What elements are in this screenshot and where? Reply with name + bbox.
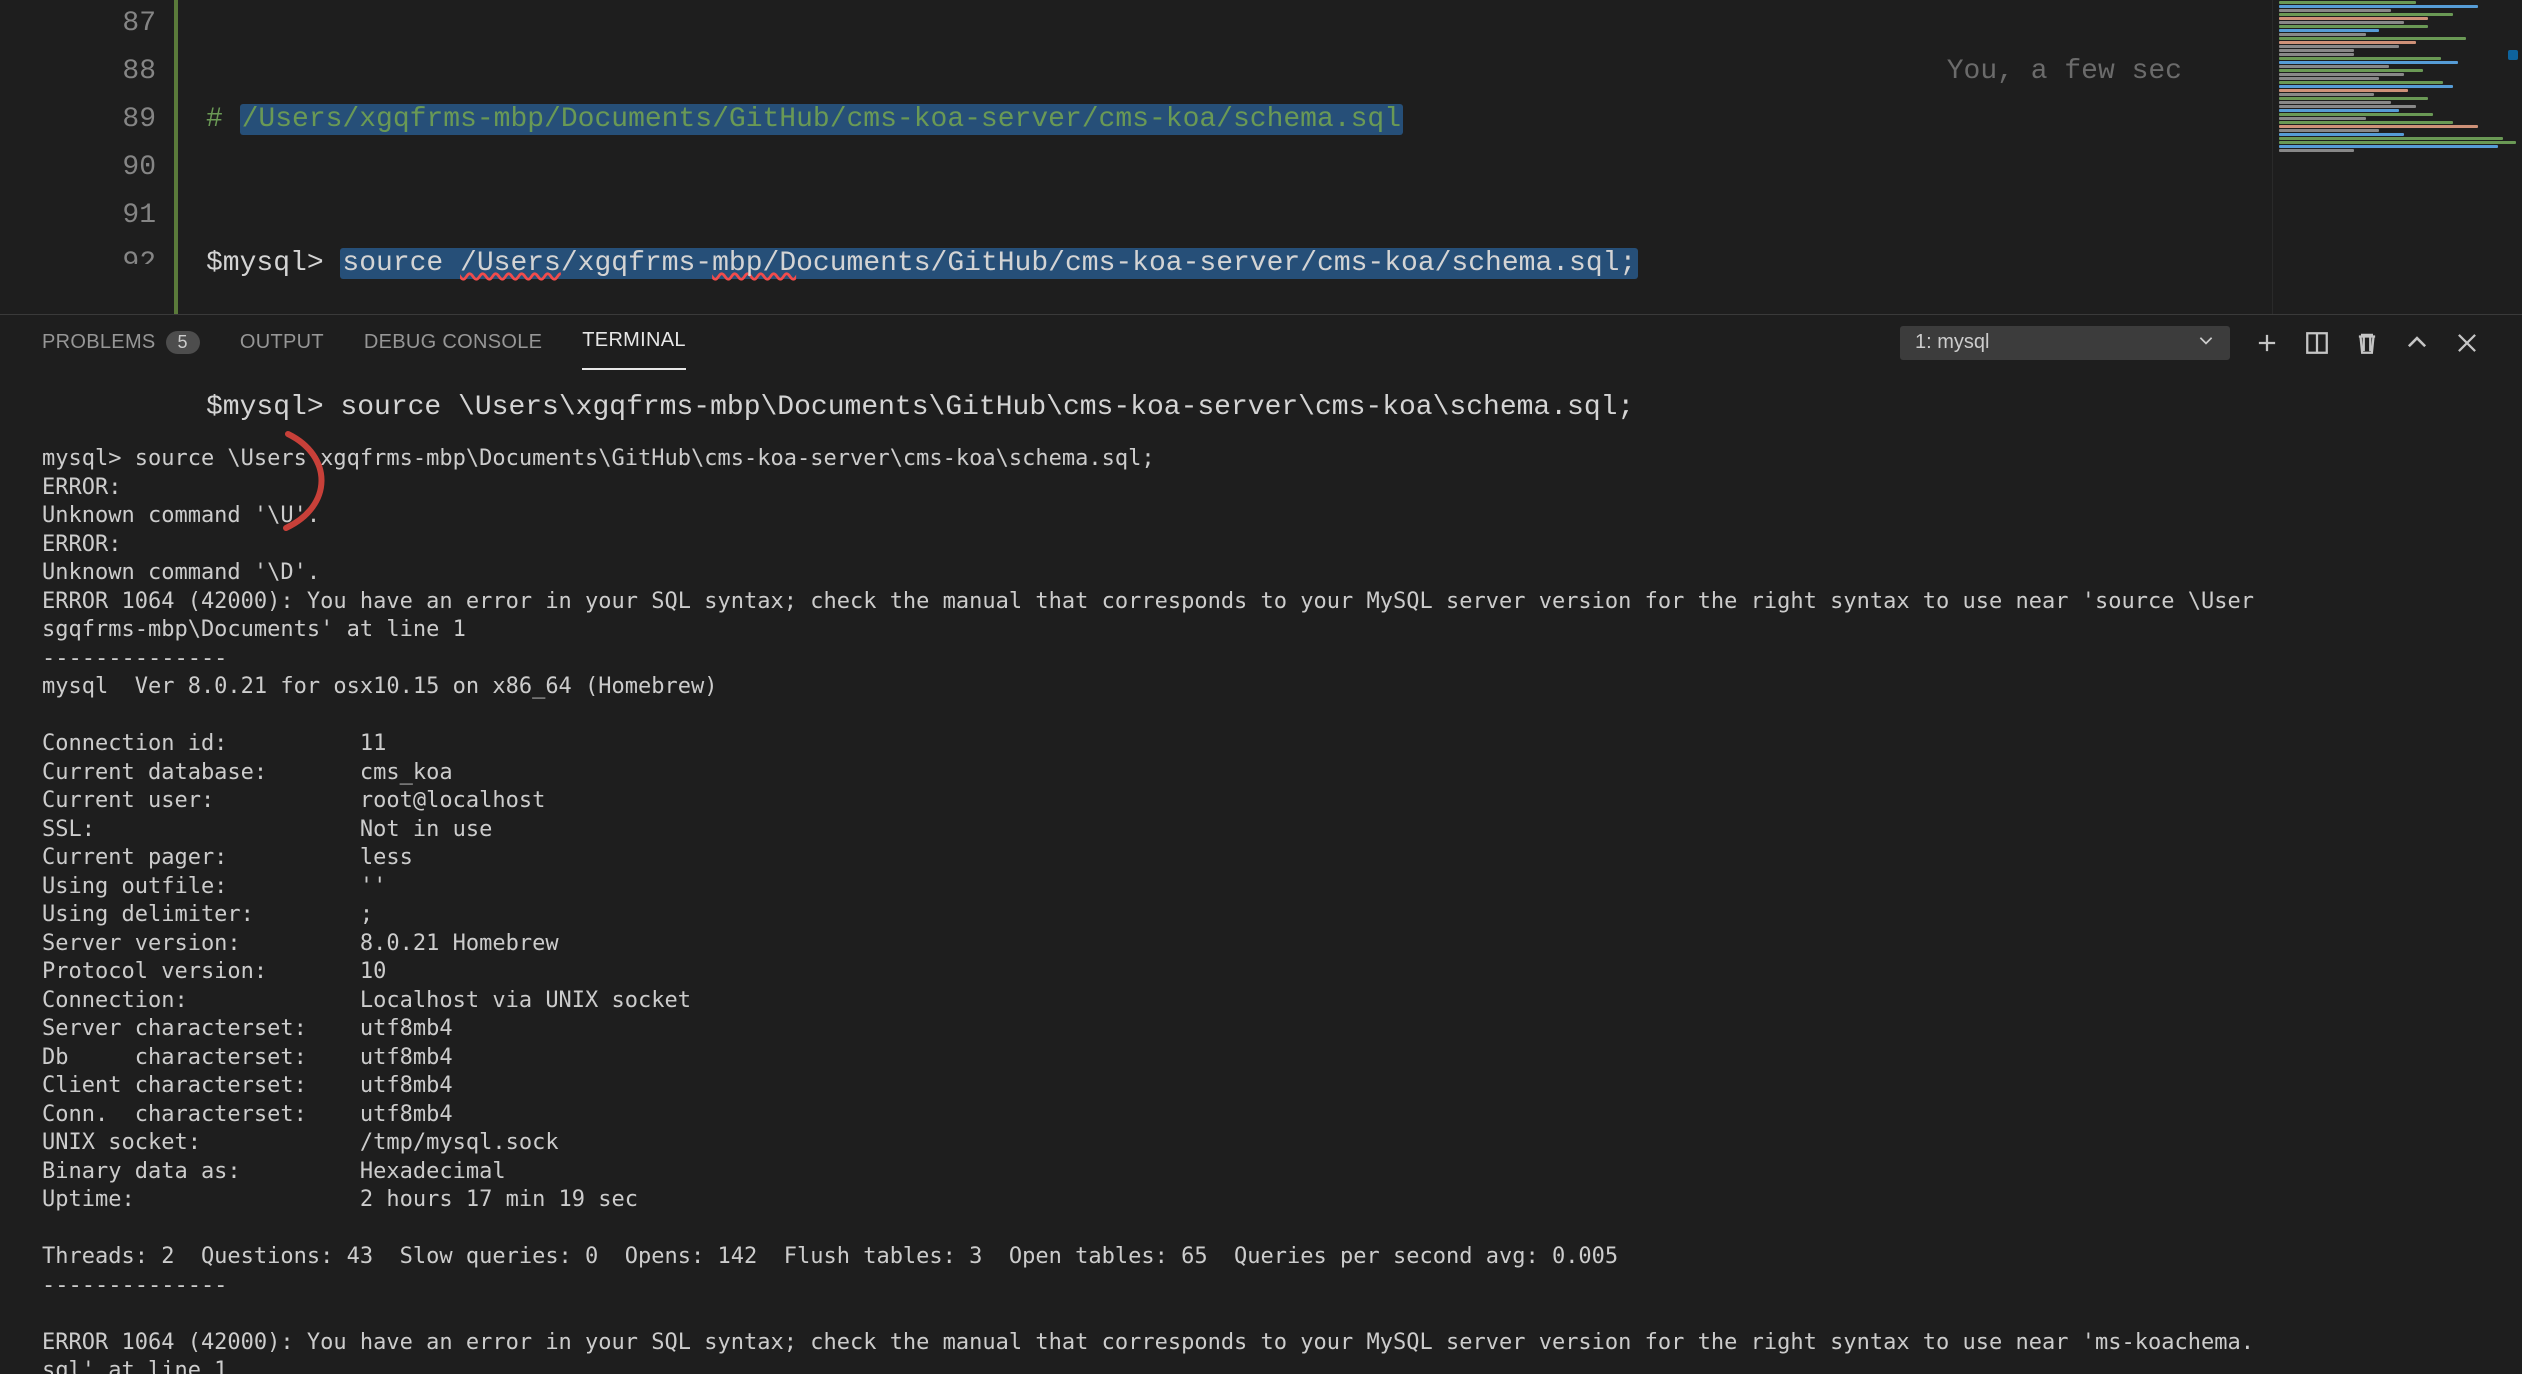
minimap-line [2279, 149, 2354, 152]
terminal-line: Connection id: 11 [42, 730, 2480, 759]
minimap-line [2279, 69, 2423, 72]
minimap-line [2279, 13, 2453, 16]
minimap-line [2279, 37, 2466, 40]
terminal-line [42, 702, 2480, 731]
minimap-line [2279, 41, 2416, 44]
minimap-line [2279, 141, 2516, 144]
comment-prefix: # [206, 104, 240, 135]
terminal-line: Current user: root@localhost [42, 787, 2480, 816]
terminal-line: mysql> source \Users\xgqfrms-mbp\Documen… [42, 445, 2480, 474]
tab-label: PROBLEMS [42, 331, 156, 354]
minimap-line [2279, 45, 2399, 48]
terminal-line: ERROR: [42, 531, 2480, 560]
editor-area: 87 88 89 90 91 92 # /Users/xgqfrms-mbp/D… [0, 0, 2522, 314]
terminal-line: Db characterset: utf8mb4 [42, 1044, 2480, 1073]
source-cmd: source [342, 248, 460, 279]
minimap-line [2279, 117, 2366, 120]
minimap-line [2279, 145, 2498, 148]
terminal-line [42, 1300, 2480, 1329]
terminal-line: SSL: Not in use [42, 816, 2480, 845]
terminal-line: Connection: Localhost via UNIX socket [42, 987, 2480, 1016]
minimap-line [2279, 109, 2399, 112]
terminal-line: ERROR 1064 (42000): You have an error in… [42, 1329, 2480, 1358]
minimap-line [2279, 81, 2443, 84]
terminal-line: UNIX socket: /tmp/mysql.sock [42, 1129, 2480, 1158]
minimap-line [2279, 65, 2389, 68]
git-blame-annotation: You, a few sec [1947, 48, 2182, 96]
terminal-line: sql' at line 1 [42, 1357, 2480, 1374]
minimap-line [2279, 133, 2404, 136]
minimap-line [2279, 113, 2433, 116]
tab-problems[interactable]: PROBLEMS 5 [42, 331, 200, 354]
line-number: 89 [0, 96, 156, 144]
terminal-line: mysql Ver 8.0.21 for osx10.15 on x86_64 … [42, 673, 2480, 702]
terminal-line: Current pager: less [42, 844, 2480, 873]
terminal-line: Server characterset: utf8mb4 [42, 1015, 2480, 1044]
line-number: 90 [0, 144, 156, 192]
line-number: 92 [0, 240, 156, 264]
minimap-line [2279, 105, 2416, 108]
terminal-line: ERROR: [42, 474, 2480, 503]
terminal-line: sgqfrms-mbp\Documents' at line 1 [42, 616, 2480, 645]
problems-count-badge: 5 [166, 331, 200, 354]
terminal-line: Client characterset: utf8mb4 [42, 1072, 2480, 1101]
terminal-line: Uptime: 2 hours 17 min 19 sec [42, 1186, 2480, 1215]
line-number: 91 [0, 192, 156, 240]
terminal-line: Binary data as: Hexadecimal [42, 1158, 2480, 1187]
terminal-line: -------------- [42, 1272, 2480, 1301]
minimap-line [2279, 89, 2408, 92]
minimap-line [2279, 21, 2404, 24]
minimap-line [2279, 1, 2416, 4]
terminal-line: Unknown command '\U'. [42, 502, 2480, 531]
line-number: 88 [0, 48, 156, 96]
minimap-line [2279, 57, 2441, 60]
minimap-line [2279, 53, 2354, 56]
minimap-line [2279, 101, 2391, 104]
minimap-line [2279, 121, 2453, 124]
minimap-line [2279, 77, 2379, 80]
scroll-indicator [2508, 50, 2518, 60]
terminal-line: Server version: 8.0.21 Homebrew [42, 930, 2480, 959]
terminal-line: Threads: 2 Questions: 43 Slow queries: 0… [42, 1243, 2480, 1272]
terminal-output[interactable]: mysql> source \Users\xgqfrms-mbp\Documen… [0, 370, 2522, 1374]
minimap-line [2279, 85, 2453, 88]
terminal-line: Unknown command '\D'. [42, 559, 2480, 588]
code-line: # /Users/xgqfrms-mbp/Documents/GitHub/cm… [206, 96, 2522, 144]
minimap-line [2279, 137, 2503, 140]
code-line: $mysql> source /Users/xgqfrms-mbp/Docume… [206, 240, 2522, 288]
terminal-line [42, 1215, 2480, 1244]
terminal-line: Protocol version: 10 [42, 958, 2480, 987]
minimap-line [2279, 49, 2354, 52]
terminal-line: -------------- [42, 645, 2480, 674]
terminal-line: Using delimiter: ; [42, 901, 2480, 930]
prompt: $mysql> [206, 248, 340, 279]
minimap-line [2279, 9, 2391, 12]
minimap-line [2279, 33, 2366, 36]
minimap-line [2279, 25, 2428, 28]
line-number-gutter: 87 88 89 90 91 92 [0, 0, 178, 314]
minimap-line [2279, 61, 2458, 64]
minimap-line [2279, 97, 2428, 100]
minimap-line [2279, 129, 2379, 132]
code-content[interactable]: # /Users/xgqfrms-mbp/Documents/GitHub/cm… [178, 0, 2522, 314]
minimap-line [2279, 93, 2374, 96]
minimap-line [2279, 73, 2404, 76]
minimap[interactable] [2272, 0, 2522, 314]
minimap-line [2279, 17, 2428, 20]
terminal-line: Current database: cms_koa [42, 759, 2480, 788]
terminal-line: Using outfile: '' [42, 873, 2480, 902]
terminal-line: ERROR 1064 (42000): You have an error in… [42, 588, 2480, 617]
comment-path: /Users/xgqfrms-mbp/Documents/GitHub/cms-… [240, 104, 1403, 135]
terminal-line: Conn. characterset: utf8mb4 [42, 1101, 2480, 1130]
minimap-line [2279, 125, 2478, 128]
minimap-line [2279, 29, 2379, 32]
minimap-line [2279, 5, 2478, 8]
line-number: 87 [0, 0, 156, 48]
